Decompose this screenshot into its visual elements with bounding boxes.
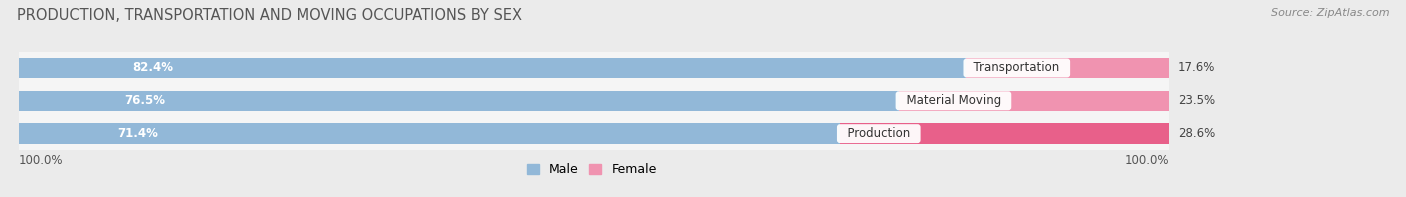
Legend: Male, Female: Male, Female [522,158,662,181]
Text: Material Moving: Material Moving [898,94,1008,107]
Bar [18,91,898,111]
Text: 71.4%: 71.4% [117,127,157,140]
Text: 28.6%: 28.6% [1178,127,1215,140]
Bar [18,124,839,144]
Bar [18,117,1168,150]
Bar [18,58,966,78]
Bar [898,91,1168,111]
Text: Source: ZipAtlas.com: Source: ZipAtlas.com [1271,8,1389,18]
Text: PRODUCTION, TRANSPORTATION AND MOVING OCCUPATIONS BY SEX: PRODUCTION, TRANSPORTATION AND MOVING OC… [17,8,522,23]
Text: 100.0%: 100.0% [1125,154,1168,167]
Text: 100.0%: 100.0% [18,154,63,167]
Bar [966,58,1168,78]
Text: Transportation: Transportation [966,61,1067,74]
Bar [18,52,1168,84]
Text: 23.5%: 23.5% [1178,94,1215,107]
Text: 82.4%: 82.4% [132,61,173,74]
Bar [18,84,1168,117]
Text: Production: Production [839,127,918,140]
Text: 76.5%: 76.5% [124,94,165,107]
Text: 17.6%: 17.6% [1178,61,1215,74]
Bar [839,124,1168,144]
